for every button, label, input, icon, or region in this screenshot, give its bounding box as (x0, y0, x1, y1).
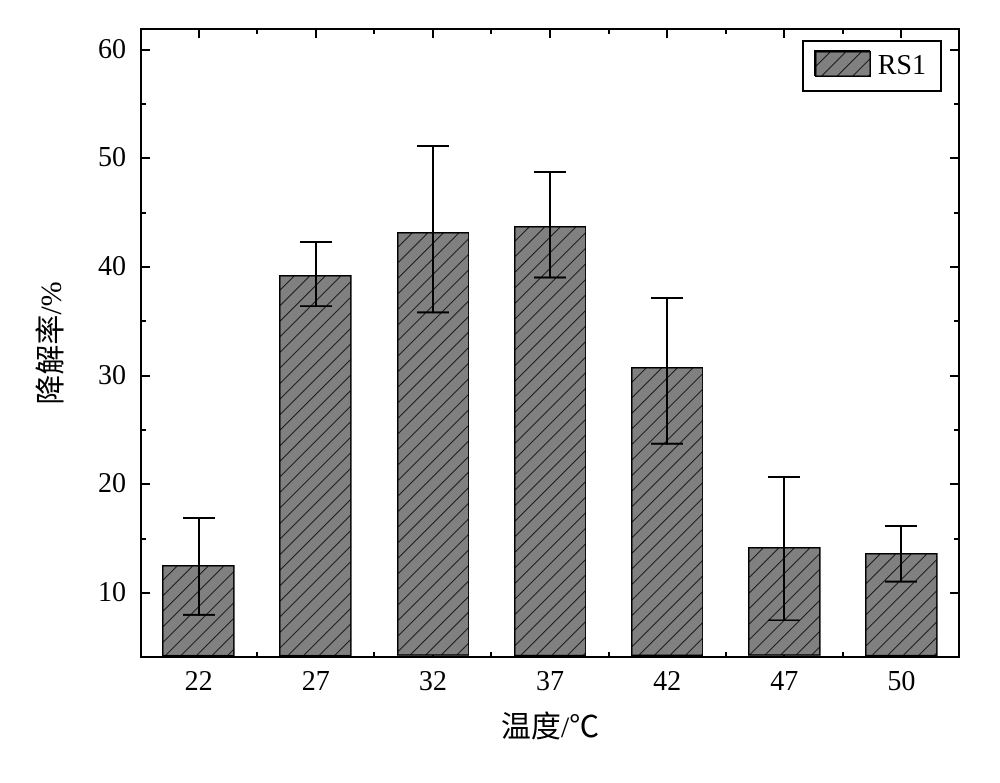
x-minor-tick (256, 652, 258, 658)
axis-line (140, 28, 142, 658)
y-tick-label: 50 (0, 142, 126, 174)
bar (279, 275, 352, 656)
x-tick-label: 37 (536, 666, 564, 698)
x-tick-label: 42 (653, 666, 681, 698)
legend: RS1 (802, 40, 942, 92)
y-tick-label: 40 (0, 251, 126, 283)
y-tick (950, 375, 960, 377)
x-minor-tick (608, 28, 610, 34)
y-tick (950, 157, 960, 159)
y-tick-label: 60 (0, 34, 126, 66)
y-tick (950, 483, 960, 485)
bar (865, 553, 938, 656)
y-tick (140, 266, 150, 268)
x-tick (549, 28, 551, 38)
y-minor-tick (954, 538, 960, 540)
y-minor-tick (140, 538, 146, 540)
x-tick-label: 22 (185, 666, 213, 698)
x-minor-tick (725, 28, 727, 34)
y-minor-tick (954, 103, 960, 105)
x-minor-tick (373, 28, 375, 34)
x-tick-label: 32 (419, 666, 447, 698)
y-axis-title: 降解率/% (26, 281, 70, 404)
x-minor-tick (842, 652, 844, 658)
x-axis-title: 温度/℃ (501, 702, 599, 746)
bar (514, 226, 587, 656)
x-minor-tick (725, 652, 727, 658)
y-minor-tick (140, 429, 146, 431)
x-minor-tick (490, 652, 492, 658)
y-tick (950, 592, 960, 594)
legend-swatch (814, 50, 870, 76)
y-tick (140, 483, 150, 485)
y-tick (140, 49, 150, 51)
y-tick (950, 49, 960, 51)
x-minor-tick (256, 28, 258, 34)
x-tick (315, 28, 317, 38)
x-tick (900, 28, 902, 38)
y-tick (950, 266, 960, 268)
bar (748, 547, 821, 656)
x-tick-label: 50 (887, 666, 915, 698)
axis-line (958, 28, 960, 658)
x-minor-tick (842, 28, 844, 34)
y-tick (140, 375, 150, 377)
x-minor-tick (608, 652, 610, 658)
x-tick (198, 28, 200, 38)
bar (631, 367, 704, 656)
y-tick-label: 10 (0, 577, 126, 609)
bar (397, 232, 470, 656)
x-minor-tick (373, 652, 375, 658)
y-tick (140, 592, 150, 594)
y-minor-tick (954, 429, 960, 431)
x-tick (432, 28, 434, 38)
y-tick-label: 20 (0, 468, 126, 500)
legend-label: RS1 (878, 50, 926, 82)
bar (162, 565, 235, 656)
x-tick (783, 28, 785, 38)
y-minor-tick (954, 320, 960, 322)
x-tick-label: 47 (770, 666, 798, 698)
x-tick (666, 28, 668, 38)
y-minor-tick (140, 320, 146, 322)
x-tick-label: 27 (302, 666, 330, 698)
bar-chart: 102030405060降解率/%22273237424750温度/℃ (0, 0, 1000, 783)
x-minor-tick (490, 28, 492, 34)
y-minor-tick (140, 103, 146, 105)
y-tick (140, 157, 150, 159)
y-minor-tick (140, 212, 146, 214)
y-minor-tick (954, 212, 960, 214)
